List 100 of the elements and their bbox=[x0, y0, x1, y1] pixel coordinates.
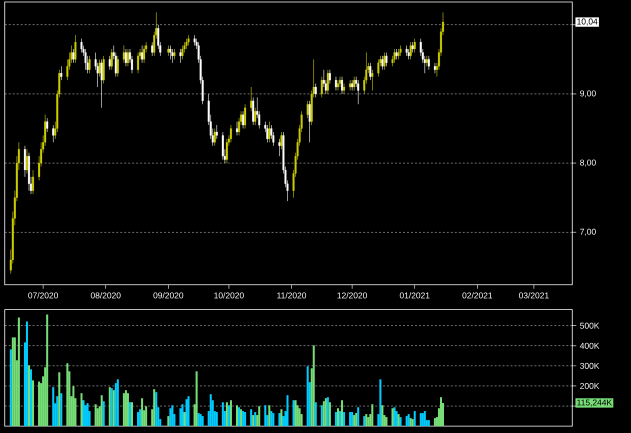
bar bbox=[116, 379, 119, 426]
candlestick bbox=[341, 76, 344, 94]
candlestick bbox=[268, 121, 270, 143]
bar bbox=[179, 408, 182, 426]
bar bbox=[410, 418, 412, 426]
bar bbox=[100, 395, 103, 426]
bar bbox=[198, 413, 200, 426]
bar bbox=[414, 411, 416, 426]
candlestick bbox=[137, 52, 140, 74]
bar bbox=[230, 400, 232, 426]
candlestick bbox=[167, 45, 170, 56]
bar bbox=[114, 383, 117, 426]
candlestick bbox=[314, 83, 317, 98]
x-tick-label: 08/2020 bbox=[90, 292, 121, 298]
bar bbox=[381, 405, 384, 426]
candlestick bbox=[230, 124, 232, 143]
candlestick bbox=[52, 124, 54, 143]
bar bbox=[400, 417, 402, 426]
bar bbox=[171, 405, 174, 426]
bar bbox=[398, 414, 400, 426]
candlestick bbox=[236, 121, 238, 136]
candlestick bbox=[338, 76, 342, 88]
candlestick bbox=[400, 45, 402, 56]
bar bbox=[270, 411, 272, 426]
bar bbox=[66, 363, 68, 426]
bar bbox=[94, 404, 97, 426]
candlestick bbox=[88, 56, 91, 74]
candlestick bbox=[116, 56, 119, 77]
x-tick-label: 02/2021 bbox=[462, 292, 492, 298]
candlestick bbox=[278, 138, 280, 156]
bar bbox=[210, 394, 212, 426]
bar bbox=[434, 418, 436, 426]
bar bbox=[328, 402, 331, 426]
bar bbox=[408, 414, 410, 426]
candlestick bbox=[151, 42, 154, 56]
bar bbox=[82, 400, 85, 426]
candlestick bbox=[306, 100, 309, 118]
bar bbox=[155, 392, 158, 426]
bar bbox=[236, 405, 238, 426]
candlestick bbox=[428, 56, 430, 70]
bar bbox=[124, 390, 127, 426]
bar bbox=[196, 371, 198, 426]
bar bbox=[167, 416, 170, 426]
candlestick bbox=[110, 48, 113, 70]
candlestick bbox=[244, 104, 246, 129]
bar bbox=[351, 412, 354, 426]
bar bbox=[371, 404, 374, 426]
candlestick bbox=[408, 48, 410, 60]
bar bbox=[145, 406, 148, 426]
bar bbox=[440, 397, 442, 426]
bar bbox=[58, 372, 60, 426]
bar bbox=[102, 401, 105, 426]
bar bbox=[250, 409, 252, 426]
bar bbox=[80, 393, 83, 426]
candlestick bbox=[250, 86, 252, 112]
candlestick bbox=[326, 69, 329, 94]
candlestick bbox=[266, 124, 268, 143]
bar bbox=[202, 416, 204, 426]
candlestick bbox=[100, 59, 103, 108]
bar bbox=[252, 415, 254, 426]
bar bbox=[312, 345, 315, 426]
bar bbox=[258, 406, 260, 426]
candlestick bbox=[343, 83, 346, 94]
candlestick bbox=[369, 62, 372, 80]
bar bbox=[367, 417, 370, 426]
candlestick bbox=[394, 48, 396, 64]
candlestick bbox=[426, 56, 428, 67]
bar bbox=[314, 402, 317, 426]
candlestick bbox=[46, 118, 48, 132]
candlestick bbox=[173, 48, 176, 60]
candlestick bbox=[171, 48, 174, 64]
candlestick bbox=[412, 42, 414, 53]
bar bbox=[422, 413, 424, 426]
bar bbox=[188, 396, 190, 426]
candlestick bbox=[84, 48, 87, 70]
candlestick bbox=[72, 48, 74, 64]
x-tick-label: 03/2021 bbox=[518, 292, 549, 298]
bar bbox=[12, 337, 14, 426]
bar bbox=[306, 366, 309, 426]
candlestick bbox=[414, 38, 416, 53]
y-tick-label: 200K bbox=[580, 382, 600, 389]
bar bbox=[406, 416, 408, 426]
candlestick bbox=[74, 34, 76, 64]
bar bbox=[349, 412, 352, 426]
bar bbox=[126, 393, 129, 426]
bar bbox=[272, 413, 274, 426]
bar bbox=[141, 398, 144, 426]
bar bbox=[139, 409, 142, 426]
bar bbox=[137, 412, 140, 426]
candlestick bbox=[124, 48, 127, 67]
candlestick bbox=[226, 138, 228, 164]
candlestick bbox=[434, 62, 436, 74]
bar bbox=[278, 413, 280, 426]
bar bbox=[286, 395, 289, 426]
bar bbox=[200, 414, 202, 426]
candlestick bbox=[122, 45, 125, 64]
bar bbox=[46, 314, 48, 426]
candlestick bbox=[216, 124, 218, 140]
bar bbox=[60, 393, 62, 426]
y-tick-label: 8,00 bbox=[580, 160, 596, 166]
